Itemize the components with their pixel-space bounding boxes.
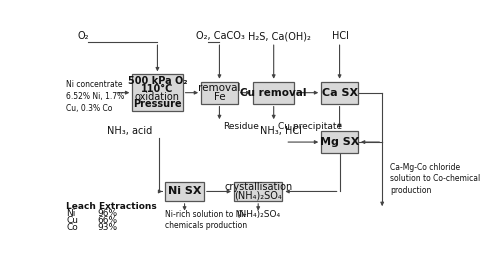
Text: Residue: Residue <box>224 122 259 131</box>
Bar <box>254 82 294 104</box>
Text: (NH₄)₂SO₄: (NH₄)₂SO₄ <box>234 191 282 200</box>
Text: Mg SX: Mg SX <box>320 137 359 147</box>
Bar <box>321 131 358 153</box>
Text: Ca SX: Ca SX <box>322 88 358 98</box>
Text: Fe: Fe <box>214 92 225 102</box>
Text: removal: removal <box>198 83 240 93</box>
Text: Pressure: Pressure <box>133 99 182 109</box>
Text: Cu removal: Cu removal <box>240 88 307 98</box>
Bar <box>321 82 358 104</box>
Bar <box>234 182 282 201</box>
Text: Co: Co <box>66 223 78 232</box>
Text: 110°C: 110°C <box>142 84 174 94</box>
Text: Cu: Cu <box>66 216 78 225</box>
Text: HCl: HCl <box>332 31 348 41</box>
Text: Ni concentrate
6.52% Ni, 1.7%
Cu, 0.3% Co: Ni concentrate 6.52% Ni, 1.7% Cu, 0.3% C… <box>66 80 124 113</box>
Text: (NH₄)₂SO₄: (NH₄)₂SO₄ <box>236 210 280 219</box>
Bar <box>165 182 204 201</box>
Text: oxidation: oxidation <box>135 91 180 102</box>
Text: 93%: 93% <box>98 223 117 232</box>
Text: Ni: Ni <box>66 209 76 218</box>
Text: 96%: 96% <box>98 209 117 218</box>
Bar <box>132 74 182 111</box>
Text: 66%: 66% <box>98 216 117 225</box>
Text: O₂, CaCO₃: O₂, CaCO₃ <box>196 31 245 41</box>
Text: NH₃, acid: NH₃, acid <box>107 126 152 136</box>
Text: O₂: O₂ <box>78 31 90 41</box>
Text: crystallisation: crystallisation <box>224 182 292 192</box>
Text: NH₃, HCl: NH₃, HCl <box>260 126 302 136</box>
Bar <box>201 82 238 104</box>
Text: Ni SX: Ni SX <box>168 186 202 197</box>
Text: 500 kPa O₂: 500 kPa O₂ <box>128 76 187 86</box>
Text: Ni-rich solution to Ni-
chemicals production: Ni-rich solution to Ni- chemicals produc… <box>165 210 248 230</box>
Text: Cu precipitate: Cu precipitate <box>278 122 342 131</box>
Text: H₂S, Ca(OH)₂: H₂S, Ca(OH)₂ <box>248 31 312 41</box>
Text: Ca-Mg-Co chloride
solution to Co-chemical
production: Ca-Mg-Co chloride solution to Co-chemica… <box>390 162 480 195</box>
Text: Leach Extractions: Leach Extractions <box>66 202 157 211</box>
